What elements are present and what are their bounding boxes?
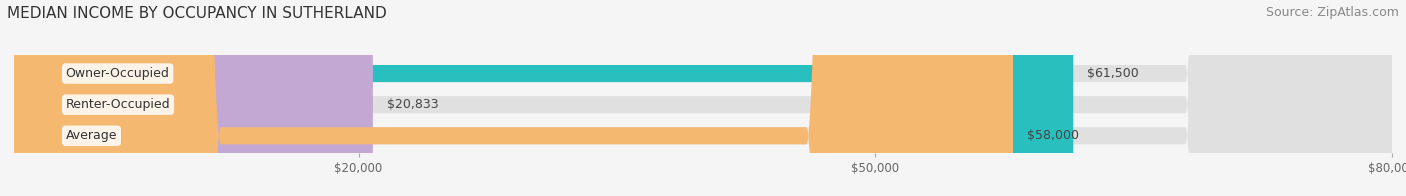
FancyBboxPatch shape <box>14 0 1073 196</box>
FancyBboxPatch shape <box>14 0 1392 196</box>
FancyBboxPatch shape <box>14 0 1014 196</box>
Text: $20,833: $20,833 <box>387 98 439 111</box>
FancyBboxPatch shape <box>14 0 1392 196</box>
Text: Owner-Occupied: Owner-Occupied <box>66 67 170 80</box>
Text: Renter-Occupied: Renter-Occupied <box>66 98 170 111</box>
FancyBboxPatch shape <box>14 0 373 196</box>
Text: Source: ZipAtlas.com: Source: ZipAtlas.com <box>1265 6 1399 19</box>
Text: Average: Average <box>66 129 117 142</box>
Text: MEDIAN INCOME BY OCCUPANCY IN SUTHERLAND: MEDIAN INCOME BY OCCUPANCY IN SUTHERLAND <box>7 6 387 21</box>
Text: $61,500: $61,500 <box>1087 67 1139 80</box>
Text: $58,000: $58,000 <box>1026 129 1078 142</box>
FancyBboxPatch shape <box>14 0 1392 196</box>
